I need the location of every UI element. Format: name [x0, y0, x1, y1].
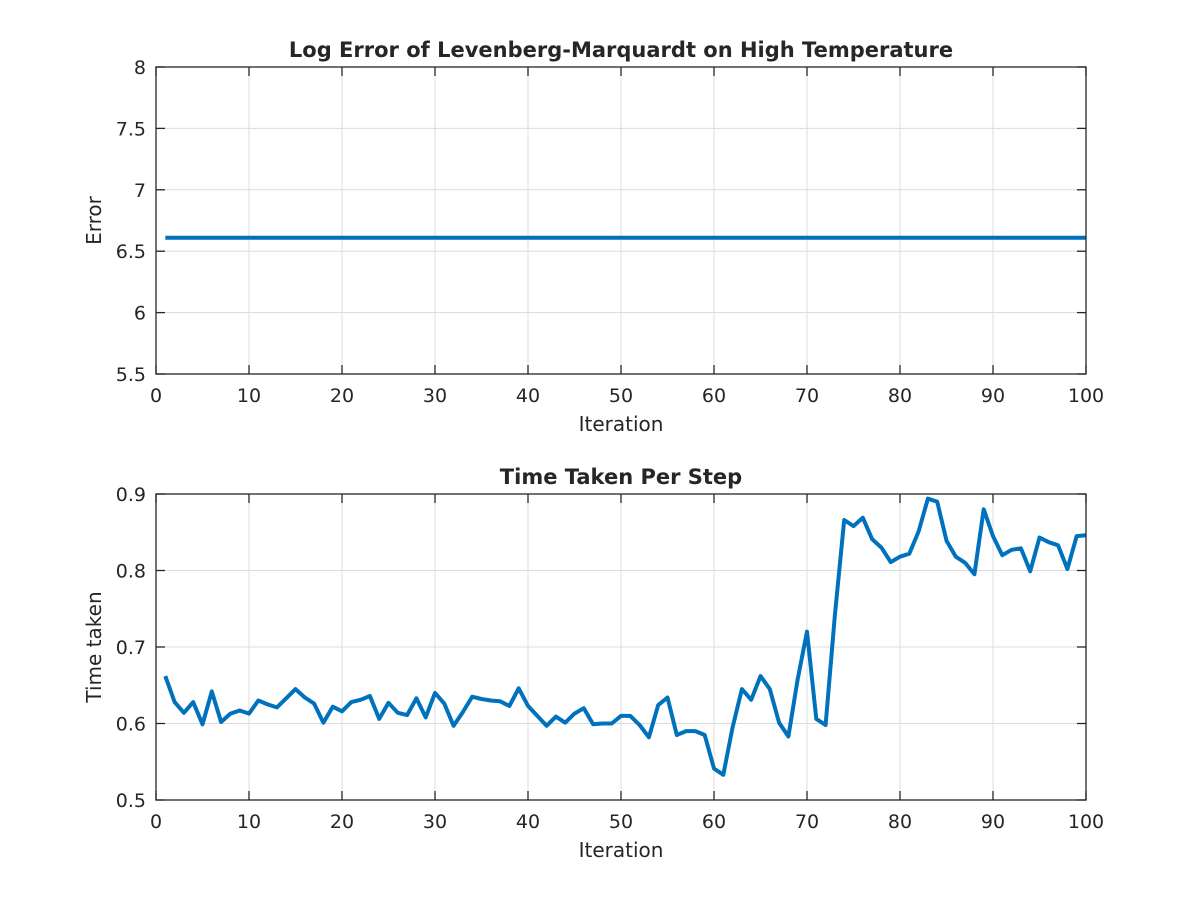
x-tick-label: 70 — [795, 811, 819, 833]
y-tick-label: 7.5 — [116, 118, 146, 140]
x-tick-label: 100 — [1068, 385, 1104, 407]
x-axis-label: Iteration — [579, 838, 664, 862]
x-axis-label: Iteration — [579, 412, 664, 436]
time-plot: 0 10 20 30 40 50 60 70 80 90 100 0.5 0.6 0.7 0.8 0.9 Tim… — [82, 465, 1104, 862]
x-tick-label: 30 — [423, 811, 447, 833]
chart-title: Log Error of Levenberg-Marquardt on High… — [289, 38, 953, 62]
x-tick-label: 10 — [237, 385, 261, 407]
y-tick-label: 0.8 — [116, 561, 146, 583]
series-line — [163, 496, 1087, 777]
y-tick-label: 7 — [134, 180, 146, 202]
x-tick-label: 80 — [888, 811, 912, 833]
x-tick-label: 0 — [150, 385, 162, 407]
y-tick-label: 0.9 — [116, 484, 146, 506]
y-tick-label: 8 — [134, 57, 146, 79]
x-tick-label: 70 — [795, 385, 819, 407]
x-tick-label: 20 — [330, 385, 354, 407]
x-tick-label: 40 — [516, 811, 540, 833]
x-tick-label: 50 — [609, 811, 633, 833]
y-tick-label: 0.6 — [116, 714, 146, 736]
x-tick-label: 90 — [981, 811, 1005, 833]
x-tick-label: 10 — [237, 811, 261, 833]
chart-title: Time Taken Per Step — [500, 465, 742, 489]
y-tick-label: 5.5 — [116, 364, 146, 386]
y-tick-label: 0.5 — [116, 790, 146, 812]
x-tick-label: 0 — [150, 811, 162, 833]
x-tick-label: 50 — [609, 385, 633, 407]
x-tick-label: 30 — [423, 385, 447, 407]
y-tick-label: 6 — [134, 303, 146, 325]
x-tick-label: 60 — [702, 385, 726, 407]
x-tick-label: 60 — [702, 811, 726, 833]
error-plot: 0 10 20 30 40 50 60 70 80 90 100 5.5 6 6.5 7 7.5 8 Log Er… — [82, 38, 1104, 436]
y-tick-label: 6.5 — [116, 241, 146, 263]
y-tick-label: 0.7 — [116, 637, 146, 659]
axes-frame — [155, 66, 1087, 375]
x-tick-label: 100 — [1068, 811, 1104, 833]
x-tick-label: 80 — [888, 385, 912, 407]
y-axis-label: Time taken — [82, 591, 106, 703]
x-tick-label: 90 — [981, 385, 1005, 407]
x-tick-label: 40 — [516, 385, 540, 407]
axes-frame — [155, 493, 1087, 801]
x-tick-label: 20 — [330, 811, 354, 833]
y-axis-label: Error — [82, 195, 106, 245]
